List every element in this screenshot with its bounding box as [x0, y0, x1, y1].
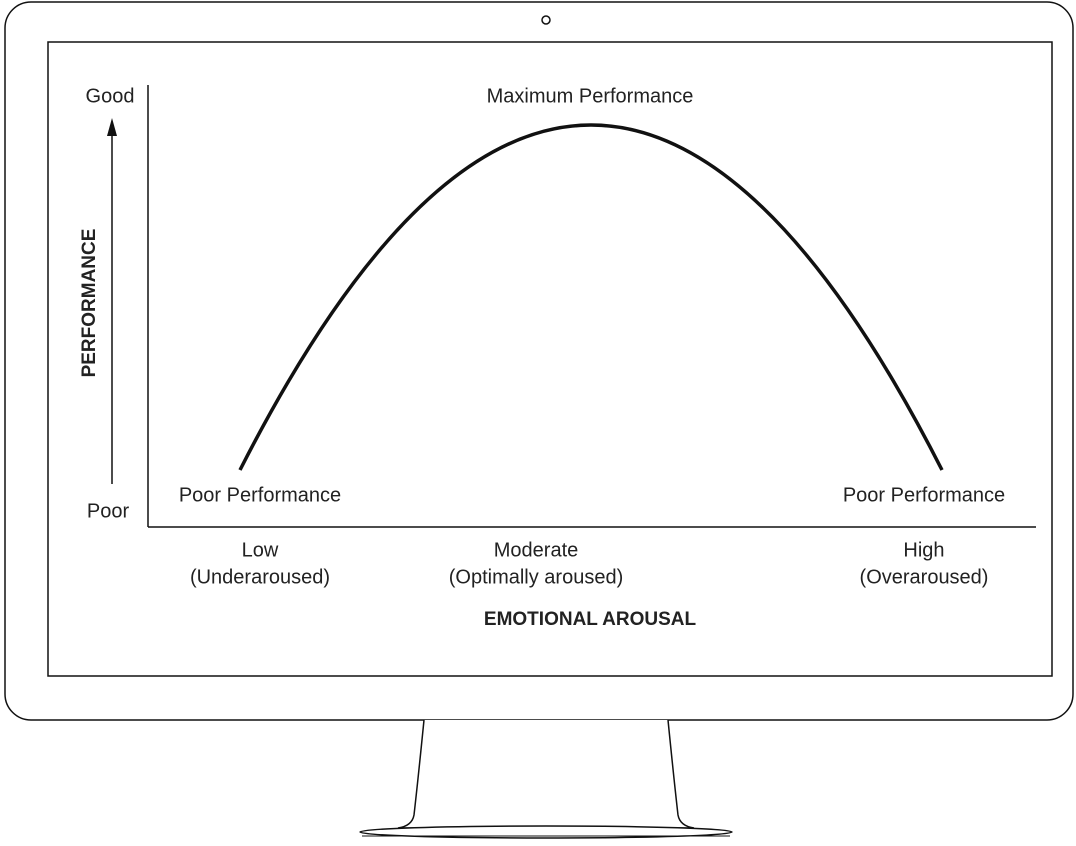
stand-neck	[397, 719, 695, 829]
performance-curve	[238, 123, 944, 471]
peak-label: Maximum Performance	[487, 85, 694, 107]
stand-base	[359, 825, 733, 839]
right-label: Poor Performance	[843, 484, 1005, 506]
x-level: High	[903, 539, 944, 561]
y-top-label: Good	[86, 85, 135, 107]
x-description: (Optimally aroused)	[449, 566, 624, 588]
x-description: (Overaroused)	[860, 566, 989, 588]
y-arrow-head	[107, 118, 117, 136]
x-level: Moderate	[494, 539, 579, 561]
y-axis-title: PERFORMANCE	[79, 229, 100, 378]
x-description: (Underaroused)	[190, 566, 330, 588]
x-level: Low	[242, 539, 279, 561]
y-bottom-label: Poor	[87, 500, 130, 522]
camera	[541, 15, 551, 25]
left-label: Poor Performance	[179, 484, 341, 506]
screen	[47, 41, 1053, 677]
x-axis-title: EMOTIONAL AROUSAL	[484, 609, 697, 630]
